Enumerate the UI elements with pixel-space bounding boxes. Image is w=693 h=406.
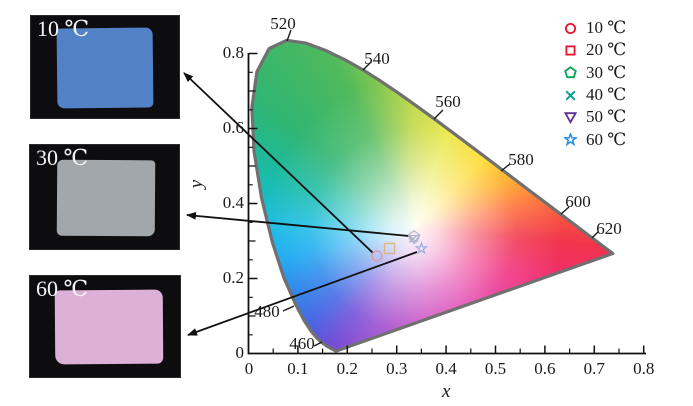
star-icon <box>564 133 577 147</box>
arrow-to-10c-inset <box>183 72 374 254</box>
x-tick-0.1: 0.1 <box>287 359 309 378</box>
legend-row-50c: 50 ℃ <box>564 106 626 128</box>
legend: 10 ℃ 20 ℃ 30 ℃ 40 ℃ 50 ℃ 60 ℃ <box>564 17 626 151</box>
x-tick-0.2: 0.2 <box>336 359 358 378</box>
datapoint-30c-pentagon <box>407 229 421 243</box>
datapoint-50c-triangle <box>407 234 421 246</box>
legend-row-60c: 60 ℃ <box>564 128 626 150</box>
square-icon <box>565 45 576 56</box>
legend-row-10c: 10 ℃ <box>564 17 626 39</box>
y-major-ticks <box>249 52 258 280</box>
inset-label-60c: 60 ℃ <box>36 276 89 301</box>
legend-row-20c: 20 ℃ <box>564 39 626 61</box>
legend-label: 30 ℃ <box>586 62 627 82</box>
x-tick-0.8: 0.8 <box>633 359 655 378</box>
inset-photo-30c: 30 ℃ <box>29 144 180 250</box>
spectral-locus-outline <box>250 38 615 353</box>
x-minor-ticks <box>272 348 620 353</box>
wavelength-label-460: 460 <box>289 334 315 353</box>
arrow-to-30c-inset <box>186 211 410 237</box>
wavelength-label-520: 520 <box>270 14 296 33</box>
x-tick-0.5: 0.5 <box>484 359 507 378</box>
x-tick-0.3: 0.3 <box>386 359 408 378</box>
legend-row-40c: 40 ℃ <box>564 84 626 106</box>
triangle-down-icon <box>564 112 577 124</box>
legend-row-30c: 30 ℃ <box>564 62 626 84</box>
x-tick-0.7: 0.7 <box>583 359 605 378</box>
y-mid-ticks <box>249 90 256 317</box>
legend-label: 60 ℃ <box>586 129 627 149</box>
wavelength-ticks <box>282 29 599 347</box>
datapoint-10c-circle <box>371 250 383 262</box>
legend-label: 40 ℃ <box>586 85 627 105</box>
inset-photo-60c: 60 ℃ <box>29 275 181 378</box>
wavelength-label-580: 580 <box>508 150 534 169</box>
datapoint-20c-square <box>383 242 396 255</box>
x-tick-0.4: 0.4 <box>435 359 457 378</box>
wavelength-label-480: 480 <box>254 302 280 321</box>
y-tick-0: 0 <box>235 343 245 362</box>
arrow-to-60c-inset <box>187 251 418 336</box>
x-tick-0.6: 0.6 <box>534 359 556 378</box>
y-tick-0.6: 0.6 <box>222 118 244 137</box>
circle-icon <box>565 22 576 34</box>
x-cross-icon <box>565 90 576 101</box>
x-tick-0: 0 <box>244 359 254 378</box>
legend-label: 10 ℃ <box>586 18 627 38</box>
wavelength-label-620: 620 <box>596 219 622 238</box>
legend-label: 50 ℃ <box>586 107 627 127</box>
inset-photo-10c: 10 ℃ <box>30 15 180 119</box>
y-minor-ticks <box>249 71 253 336</box>
y-tick-0.2: 0.2 <box>222 268 244 287</box>
legend-label: 20 ℃ <box>586 40 627 60</box>
datapoint-60c-star <box>414 241 429 255</box>
y-axis-label: y <box>186 179 208 189</box>
inset-label-30c: 30 ℃ <box>36 145 89 170</box>
axis-lines <box>247 53 646 355</box>
inset-label-10c: 10 ℃ <box>37 16 90 41</box>
y-tick-0.4: 0.4 <box>222 193 244 212</box>
pentagon-icon <box>564 66 577 79</box>
wavelength-label-600: 600 <box>565 192 591 211</box>
x-axis-label: x <box>442 381 451 402</box>
wavelength-label-540: 540 <box>364 49 390 68</box>
y-tick-0.8: 0.8 <box>222 43 244 62</box>
wavelength-label-560: 560 <box>435 92 461 111</box>
x-major-ticks <box>297 345 645 353</box>
